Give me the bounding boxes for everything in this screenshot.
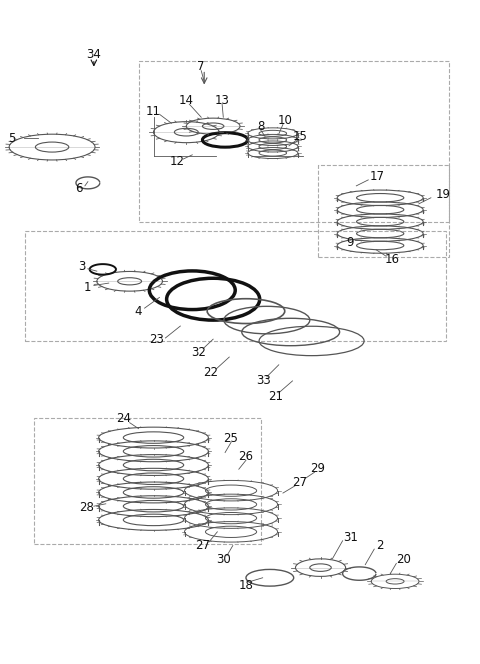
Text: 34: 34 bbox=[86, 48, 101, 61]
Text: 13: 13 bbox=[215, 94, 229, 107]
Text: 25: 25 bbox=[224, 432, 239, 445]
Text: 5: 5 bbox=[9, 131, 16, 145]
Text: 33: 33 bbox=[256, 374, 271, 387]
Text: 29: 29 bbox=[310, 461, 325, 475]
Text: 17: 17 bbox=[370, 171, 384, 183]
Text: 27: 27 bbox=[292, 476, 307, 489]
Text: 12: 12 bbox=[170, 155, 185, 169]
Text: 10: 10 bbox=[277, 114, 292, 127]
Text: 24: 24 bbox=[116, 412, 131, 425]
Text: 31: 31 bbox=[343, 531, 358, 544]
Text: 21: 21 bbox=[268, 390, 283, 403]
Text: 2: 2 bbox=[376, 539, 384, 552]
Text: 11: 11 bbox=[146, 105, 161, 118]
Text: 14: 14 bbox=[179, 94, 194, 107]
Text: 32: 32 bbox=[191, 347, 206, 359]
Text: 1: 1 bbox=[84, 281, 92, 293]
Text: 26: 26 bbox=[239, 450, 253, 463]
Text: 7: 7 bbox=[197, 60, 205, 73]
Text: 9: 9 bbox=[347, 236, 354, 249]
Text: 15: 15 bbox=[292, 130, 307, 143]
Text: 16: 16 bbox=[384, 253, 400, 266]
Text: 27: 27 bbox=[195, 539, 211, 552]
Text: 6: 6 bbox=[75, 183, 83, 195]
Text: 28: 28 bbox=[79, 501, 94, 515]
Text: 18: 18 bbox=[239, 579, 253, 592]
Text: 22: 22 bbox=[203, 366, 217, 379]
Text: 8: 8 bbox=[257, 120, 264, 133]
Text: 30: 30 bbox=[216, 553, 231, 566]
Text: 3: 3 bbox=[78, 260, 85, 273]
Text: 19: 19 bbox=[435, 189, 450, 201]
Text: 4: 4 bbox=[135, 305, 143, 317]
Text: 20: 20 bbox=[396, 553, 411, 566]
Text: 23: 23 bbox=[149, 333, 164, 346]
